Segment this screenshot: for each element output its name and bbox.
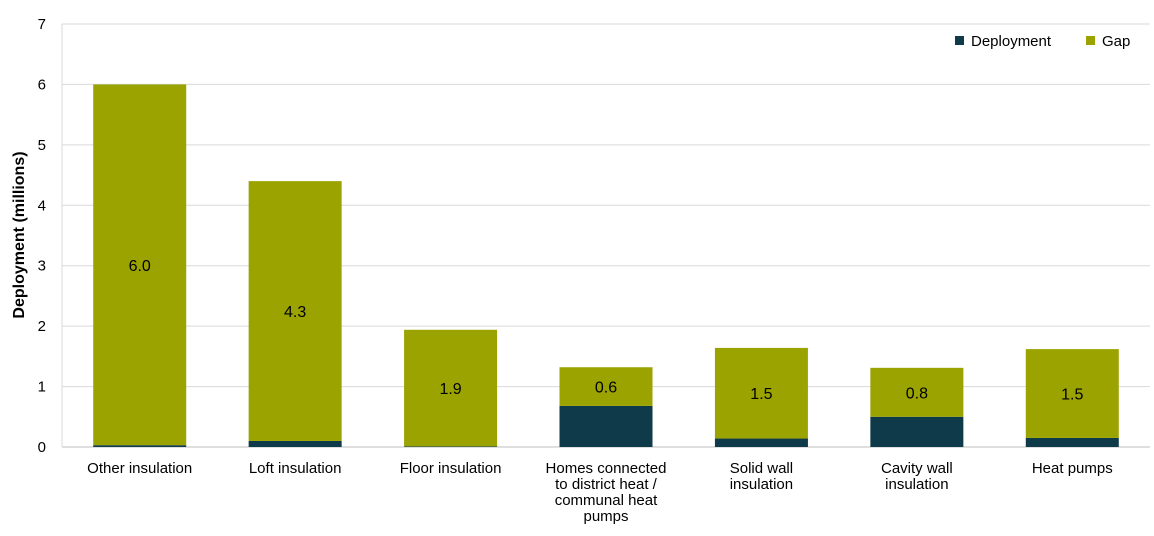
category-label: Loft insulation xyxy=(249,460,342,477)
bar-deployment-6 xyxy=(1025,437,1119,447)
category-label: Cavity wall insulation xyxy=(881,460,953,493)
bars xyxy=(93,84,1119,447)
y-tick-label: 6 xyxy=(38,76,46,93)
category-label: Other insulation xyxy=(87,460,192,477)
y-tick-label: 3 xyxy=(38,258,46,275)
bar-gap-5 xyxy=(870,367,964,417)
bar-gap-0 xyxy=(93,84,187,446)
gridlines xyxy=(61,23,1150,448)
legend-swatch-deployment xyxy=(955,36,964,45)
bar-gap-3 xyxy=(559,367,653,406)
data-label: 6.0 xyxy=(129,258,151,275)
y-tick-label: 0 xyxy=(38,439,46,456)
y-tick-labels: 0 1 2 3 4 5 6 7 xyxy=(38,16,46,456)
y-tick-label: 2 xyxy=(38,318,46,335)
bar-deployment-1 xyxy=(248,440,342,447)
data-label: 0.6 xyxy=(595,380,617,397)
data-label: 1.9 xyxy=(439,381,461,398)
legend: Deployment Gap xyxy=(955,33,1130,50)
legend-label-deployment: Deployment xyxy=(971,33,1052,50)
y-tick-label: 1 xyxy=(38,379,46,396)
bar-gap-2 xyxy=(404,329,498,447)
bar-deployment-5 xyxy=(870,416,964,447)
bar-gap-4 xyxy=(714,347,808,439)
bar-gap-6 xyxy=(1025,349,1119,438)
data-label: 1.5 xyxy=(1061,387,1083,404)
category-label: Floor insulation xyxy=(400,460,502,477)
y-axis-title: Deployment (millions) xyxy=(11,151,28,318)
category-label: Heat pumps xyxy=(1032,460,1113,477)
category-labels: Other insulation Loft insulation Floor ins… xyxy=(87,460,1113,525)
legend-swatch-gap xyxy=(1086,36,1095,45)
bar-deployment-3 xyxy=(559,405,653,447)
data-label: 0.8 xyxy=(906,385,928,402)
bar-deployment-0 xyxy=(93,445,187,447)
legend-label-gap: Gap xyxy=(1102,33,1130,50)
y-tick-label: 4 xyxy=(38,197,46,214)
data-label: 4.3 xyxy=(284,304,306,321)
y-tick-label: 7 xyxy=(38,16,46,33)
data-label: 1.5 xyxy=(750,386,772,403)
category-label: Homes connected to district heat / communa… xyxy=(546,460,667,525)
bar-gap-1 xyxy=(248,181,342,441)
y-tick-label: 5 xyxy=(38,137,46,154)
bar-deployment-2 xyxy=(404,446,498,447)
data-labels: 6.0 4.3 1.9 0.6 1.5 0.8 1.5 xyxy=(129,258,1084,404)
category-label: Solid wall insulation xyxy=(730,460,793,493)
bar-deployment-4 xyxy=(714,438,808,447)
